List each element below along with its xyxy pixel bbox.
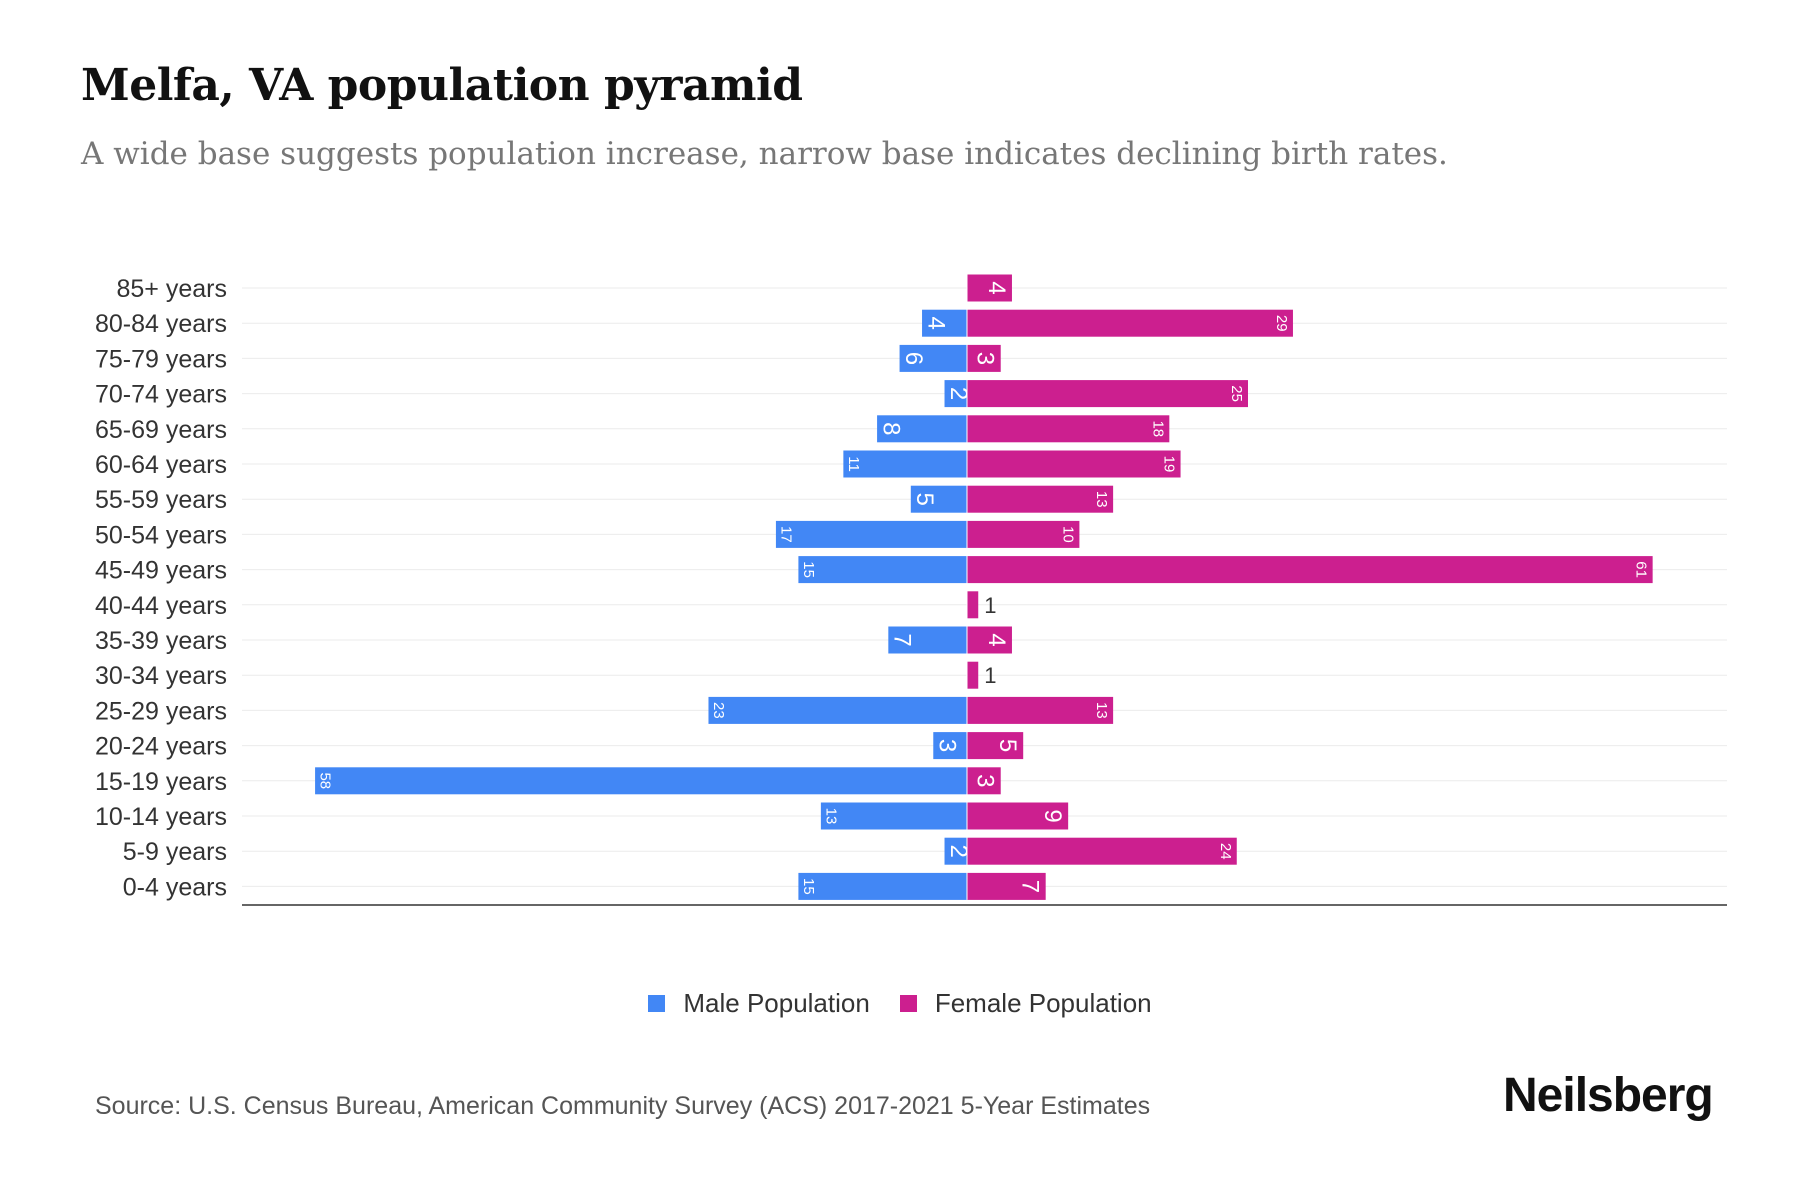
category-label: 20-24 years [95,733,227,761]
value-label: 1 [984,663,996,688]
category-label: 10-14 years [95,803,227,831]
chart-subtitle: A wide base suggests population increase… [81,136,1448,172]
male-bar [708,696,967,724]
legend: Male Population Female Population [0,988,1800,1019]
female-bar [967,626,1012,654]
value-label: 9 [1039,809,1066,822]
value-label: 61 [1633,561,1650,578]
value-label: 18 [1149,420,1166,437]
male-bar [944,380,967,408]
value-label: 4 [983,633,1010,646]
neilsberg-logo: Neilsberg [1503,1069,1714,1122]
category-label: 65-69 years [95,416,227,444]
category-label: 30-34 years [95,662,227,690]
value-label: 23 [710,702,727,719]
female-bar [967,485,1114,513]
female-bar [967,696,1114,724]
category-label: 0-4 years [123,873,227,901]
source-note: Source: U.S. Census Bureau, American Com… [95,1092,1151,1120]
category-label: 85+ years [117,275,228,303]
value-label: 6 [900,352,927,365]
female-bar [967,661,979,689]
value-label: 13 [1093,702,1110,719]
legend-item-female[interactable]: Female Population [899,988,1152,1019]
male-bar [877,415,967,443]
female-bar [967,274,1012,302]
value-label: 2 [945,387,972,400]
category-label: 5-9 years [123,838,227,866]
value-label: 10 [1059,526,1076,543]
male-bar [798,556,967,584]
value-label: 15 [800,561,817,578]
male-bar [888,626,967,654]
pyramid-chart: 85+ years 80-84 years 75-79 years 70-74 yea… [95,274,1727,906]
female-bar [967,309,1293,337]
value-label: 7 [889,633,916,646]
value-label: 5 [994,739,1021,752]
category-label: 50-54 years [95,521,227,549]
male-bar [315,767,968,795]
value-label: 2 [945,845,972,858]
category-label: 15-19 years [95,768,227,796]
legend-label-female: Female Population [934,988,1152,1018]
value-label: 4 [922,317,949,330]
chart-title: Melfa, VA population pyramid [81,60,803,111]
female-bar [967,732,1024,760]
category-label: 80-84 years [95,310,227,338]
value-label: 3 [972,352,999,365]
female-bar [967,802,1069,830]
female-bar [967,556,1653,584]
female-bar [967,415,1170,443]
value-label: 19 [1161,456,1178,473]
male-bar [820,802,967,830]
value-label: 58 [317,772,334,789]
value-label: 8 [877,422,904,435]
value-label: 3 [972,774,999,787]
category-label: 70-74 years [95,381,227,409]
male-bar [899,344,967,372]
female-bar [967,380,1248,408]
male-bar [843,450,967,478]
value-label: 4 [983,281,1010,294]
female-bar [967,520,1080,548]
male-bar [775,520,967,548]
category-label: 55-59 years [95,486,227,514]
female-bar [967,450,1181,478]
legend-label-male: Male Population [683,988,870,1018]
value-label: 7 [1016,880,1043,893]
value-label: 1 [984,593,996,618]
category-label: 35-39 years [95,627,227,655]
value-label: 5 [911,493,938,506]
value-label: 25 [1228,385,1245,402]
male-bar [910,485,967,513]
category-label: 60-64 years [95,451,227,479]
value-label: 11 [845,456,862,472]
male-bar [933,732,967,760]
category-label: 75-79 years [95,345,227,373]
male-bar [922,309,967,337]
legend-item-male[interactable]: Male Population [648,988,870,1019]
category-label: 40-44 years [95,592,227,620]
female-bar [967,767,1001,795]
value-label: 29 [1273,315,1290,332]
value-label: 17 [777,526,794,543]
female-bar [967,591,979,619]
value-label: 3 [934,739,961,752]
female-bar [967,872,1046,900]
category-label: 25-29 years [95,697,227,725]
legend-swatch-male [648,995,666,1012]
value-label: 24 [1217,843,1234,860]
value-label: 13 [1093,491,1110,508]
male-bar [944,837,967,865]
female-bar [967,837,1237,865]
value-label: 15 [800,878,817,895]
legend-swatch-female [899,995,917,1012]
male-bar [798,872,967,900]
female-bar [967,344,1001,372]
value-label: 13 [822,808,839,825]
category-label: 45-49 years [95,557,227,585]
